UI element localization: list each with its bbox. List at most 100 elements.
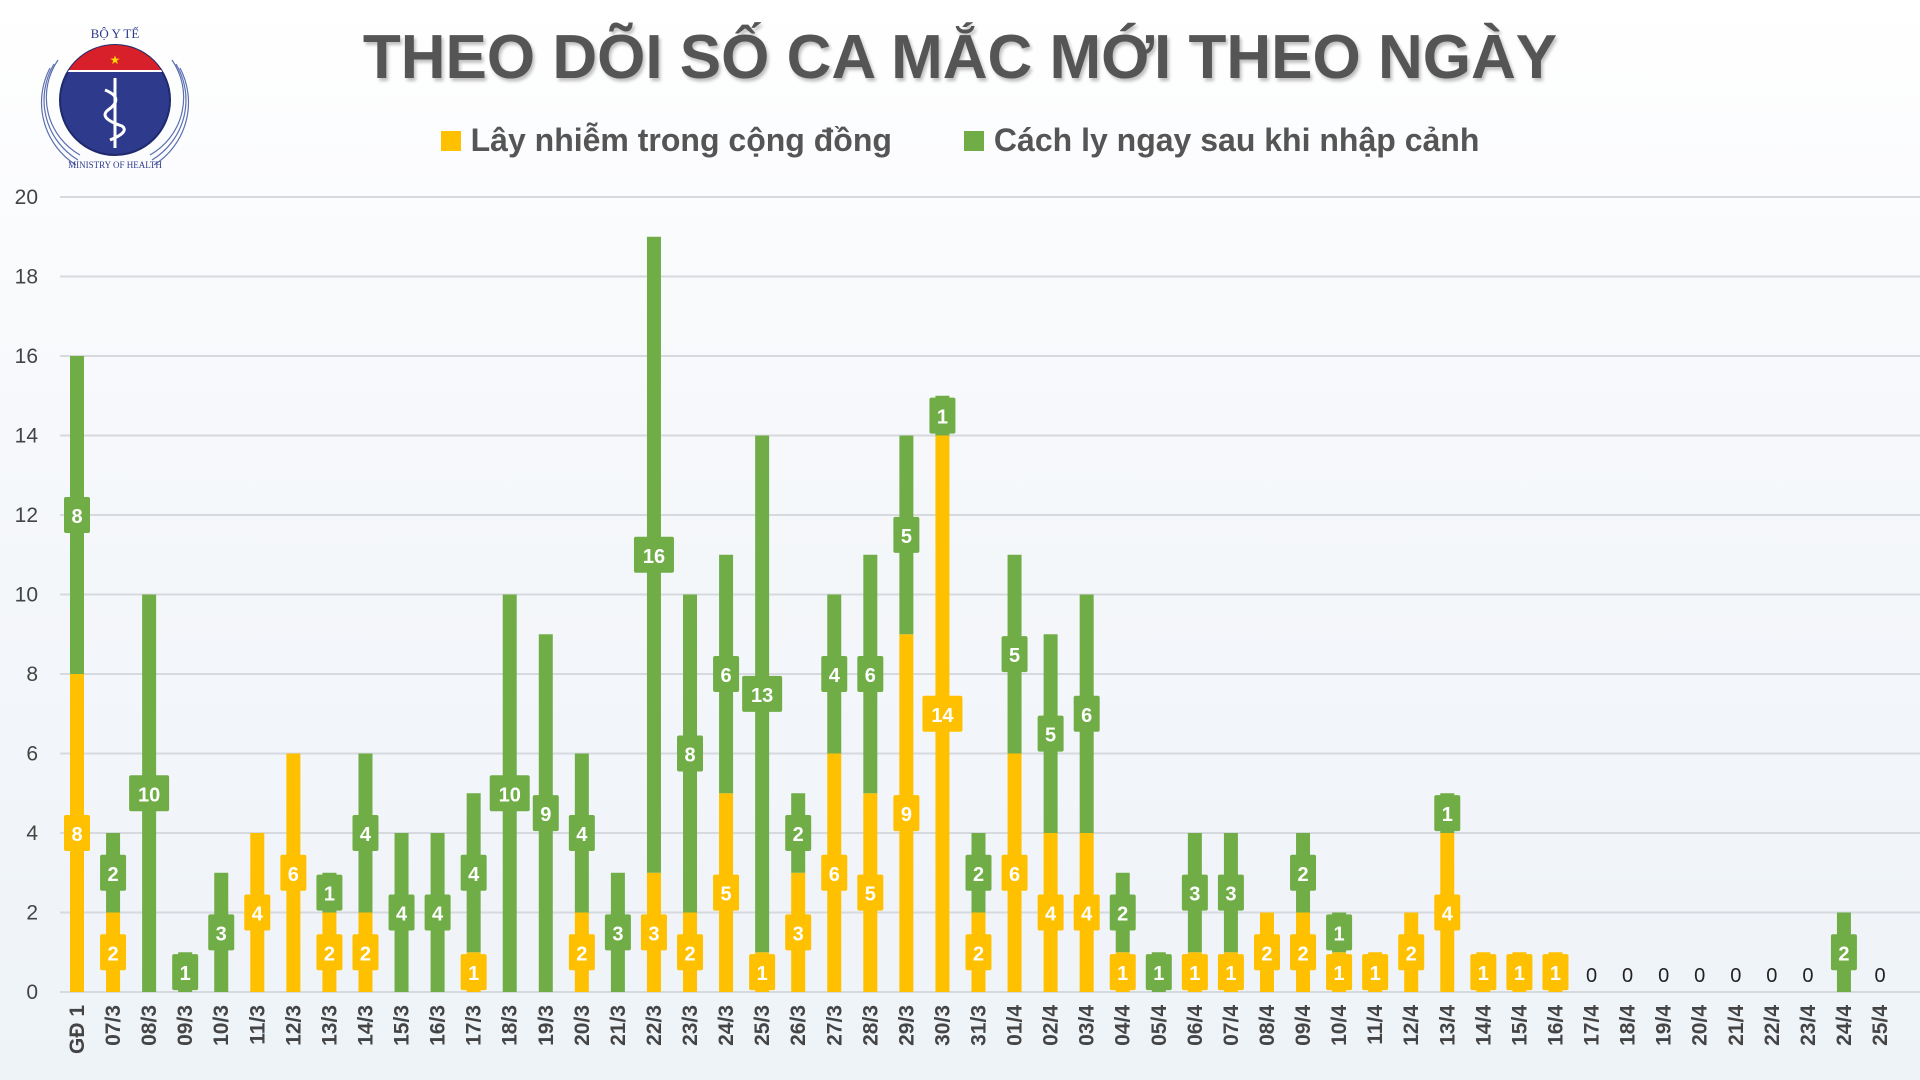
data-label-box (1434, 894, 1461, 931)
legend-item-imported: Cách ly ngay sau khi nhập cảnh (963, 122, 1479, 159)
data-label-box (1830, 934, 1857, 971)
data-label-box (749, 954, 776, 991)
x-tick-label: 21/4 (1725, 1005, 1748, 1046)
data-label: 1 (324, 884, 335, 906)
data-label-box (965, 854, 992, 891)
y-tick-label: 6 (26, 743, 38, 766)
data-label-box (316, 874, 343, 911)
data-label-box (352, 934, 379, 971)
data-label-zero: 0 (1874, 965, 1885, 987)
x-tick-label: 13/4 (1436, 1005, 1459, 1046)
data-label-box (713, 874, 740, 911)
data-label-box (568, 815, 595, 851)
x-tick-label: 21/3 (607, 1005, 630, 1046)
x-tick-label: 07/3 (102, 1005, 125, 1046)
data-label: 9 (540, 804, 551, 826)
data-label-box (568, 934, 595, 971)
data-label: 5 (865, 884, 876, 906)
x-tick-label: 20/4 (1689, 1005, 1712, 1046)
data-label: 1 (1153, 963, 1164, 985)
data-label-box (1362, 954, 1389, 991)
data-label-zero: 0 (1694, 965, 1705, 987)
data-label: 10 (499, 784, 521, 806)
data-label-box (64, 497, 90, 533)
data-label: 1 (180, 963, 191, 985)
data-label: 4 (252, 904, 264, 926)
data-label: 6 (721, 665, 732, 687)
x-tick-label: 09/4 (1292, 1005, 1315, 1046)
data-label: 2 (1297, 943, 1308, 965)
data-label: 2 (107, 943, 118, 965)
data-label-box (64, 815, 90, 851)
data-label: 9 (901, 804, 912, 826)
x-tick-label: 03/4 (1076, 1005, 1099, 1046)
data-label-box (1073, 894, 1100, 931)
data-label-box (922, 695, 963, 732)
data-label-box (316, 934, 343, 971)
data-label-box (857, 874, 884, 911)
y-tick-label: 14 (15, 425, 39, 448)
data-label-box (489, 775, 530, 812)
data-label: 1 (1514, 963, 1525, 985)
data-label: 4 (432, 904, 444, 926)
y-tick-label: 20 (15, 186, 38, 209)
data-label: 1 (1117, 963, 1128, 985)
data-label-box (640, 914, 667, 951)
data-label-box (1253, 934, 1280, 971)
legend-label-community: Lây nhiễm trong cộng đồng (470, 122, 892, 158)
x-tick-label: 11/4 (1364, 1005, 1387, 1045)
data-label-box (1073, 695, 1100, 732)
data-label-box (1506, 954, 1533, 991)
data-label: 4 (829, 665, 841, 687)
data-label: 10 (138, 784, 160, 806)
data-label-box (208, 914, 235, 951)
data-label: 5 (1009, 645, 1020, 667)
x-tick-label: GĐ 1 (66, 1005, 89, 1054)
data-label: 6 (829, 864, 840, 886)
x-tick-label: 19/4 (1653, 1005, 1676, 1046)
x-tick-label: 04/4 (1112, 1005, 1135, 1046)
data-label: 4 (1081, 904, 1093, 926)
y-tick-label: 10 (15, 584, 38, 607)
data-label-box (965, 934, 992, 971)
data-label: 1 (1334, 963, 1345, 985)
x-tick-label: 24/4 (1833, 1005, 1856, 1046)
data-label: 1 (1370, 963, 1381, 985)
data-label-box (460, 854, 487, 891)
data-label-box (1290, 854, 1317, 891)
data-label: 1 (1478, 963, 1489, 985)
data-label-box (1326, 954, 1353, 991)
x-tick-label: 16/3 (427, 1005, 450, 1046)
x-tick-label: 14/3 (354, 1005, 377, 1046)
data-label-box (713, 656, 740, 692)
data-label-box (1398, 934, 1425, 971)
data-label: 1 (1225, 963, 1236, 985)
data-label-box (1326, 914, 1353, 951)
data-label: 4 (576, 824, 588, 846)
data-label: 1 (1550, 963, 1561, 985)
legend-swatch-community (440, 130, 461, 151)
data-label-box (785, 815, 812, 851)
x-tick-label: 15/3 (391, 1005, 414, 1046)
data-label-box (388, 894, 415, 931)
x-tick-label: 07/4 (1220, 1005, 1243, 1046)
data-label-box (677, 934, 704, 971)
x-tick-label: 08/4 (1256, 1005, 1279, 1046)
data-label: 2 (360, 943, 371, 965)
ministry-of-health-logo: ★ BỘ Y TẾ MINISTRY OF HEALTH (40, 26, 190, 170)
y-tick-label: 2 (26, 902, 38, 925)
data-label-zero: 0 (1586, 965, 1597, 987)
x-tick-label: 25/3 (751, 1005, 774, 1046)
x-tick-label: 15/4 (1508, 1005, 1531, 1046)
data-label: 1 (468, 963, 479, 985)
y-tick-label: 0 (26, 981, 38, 1004)
x-tick-label: 08/3 (138, 1005, 161, 1046)
data-label-box (929, 397, 956, 434)
x-tick-label: 25/4 (1869, 1005, 1892, 1046)
data-label-box (1109, 954, 1136, 991)
data-label: 3 (216, 923, 227, 945)
x-tick-label: 12/3 (282, 1005, 305, 1046)
y-tick-label: 4 (26, 822, 38, 845)
data-label-box (1217, 954, 1244, 991)
data-label-box (172, 954, 199, 991)
